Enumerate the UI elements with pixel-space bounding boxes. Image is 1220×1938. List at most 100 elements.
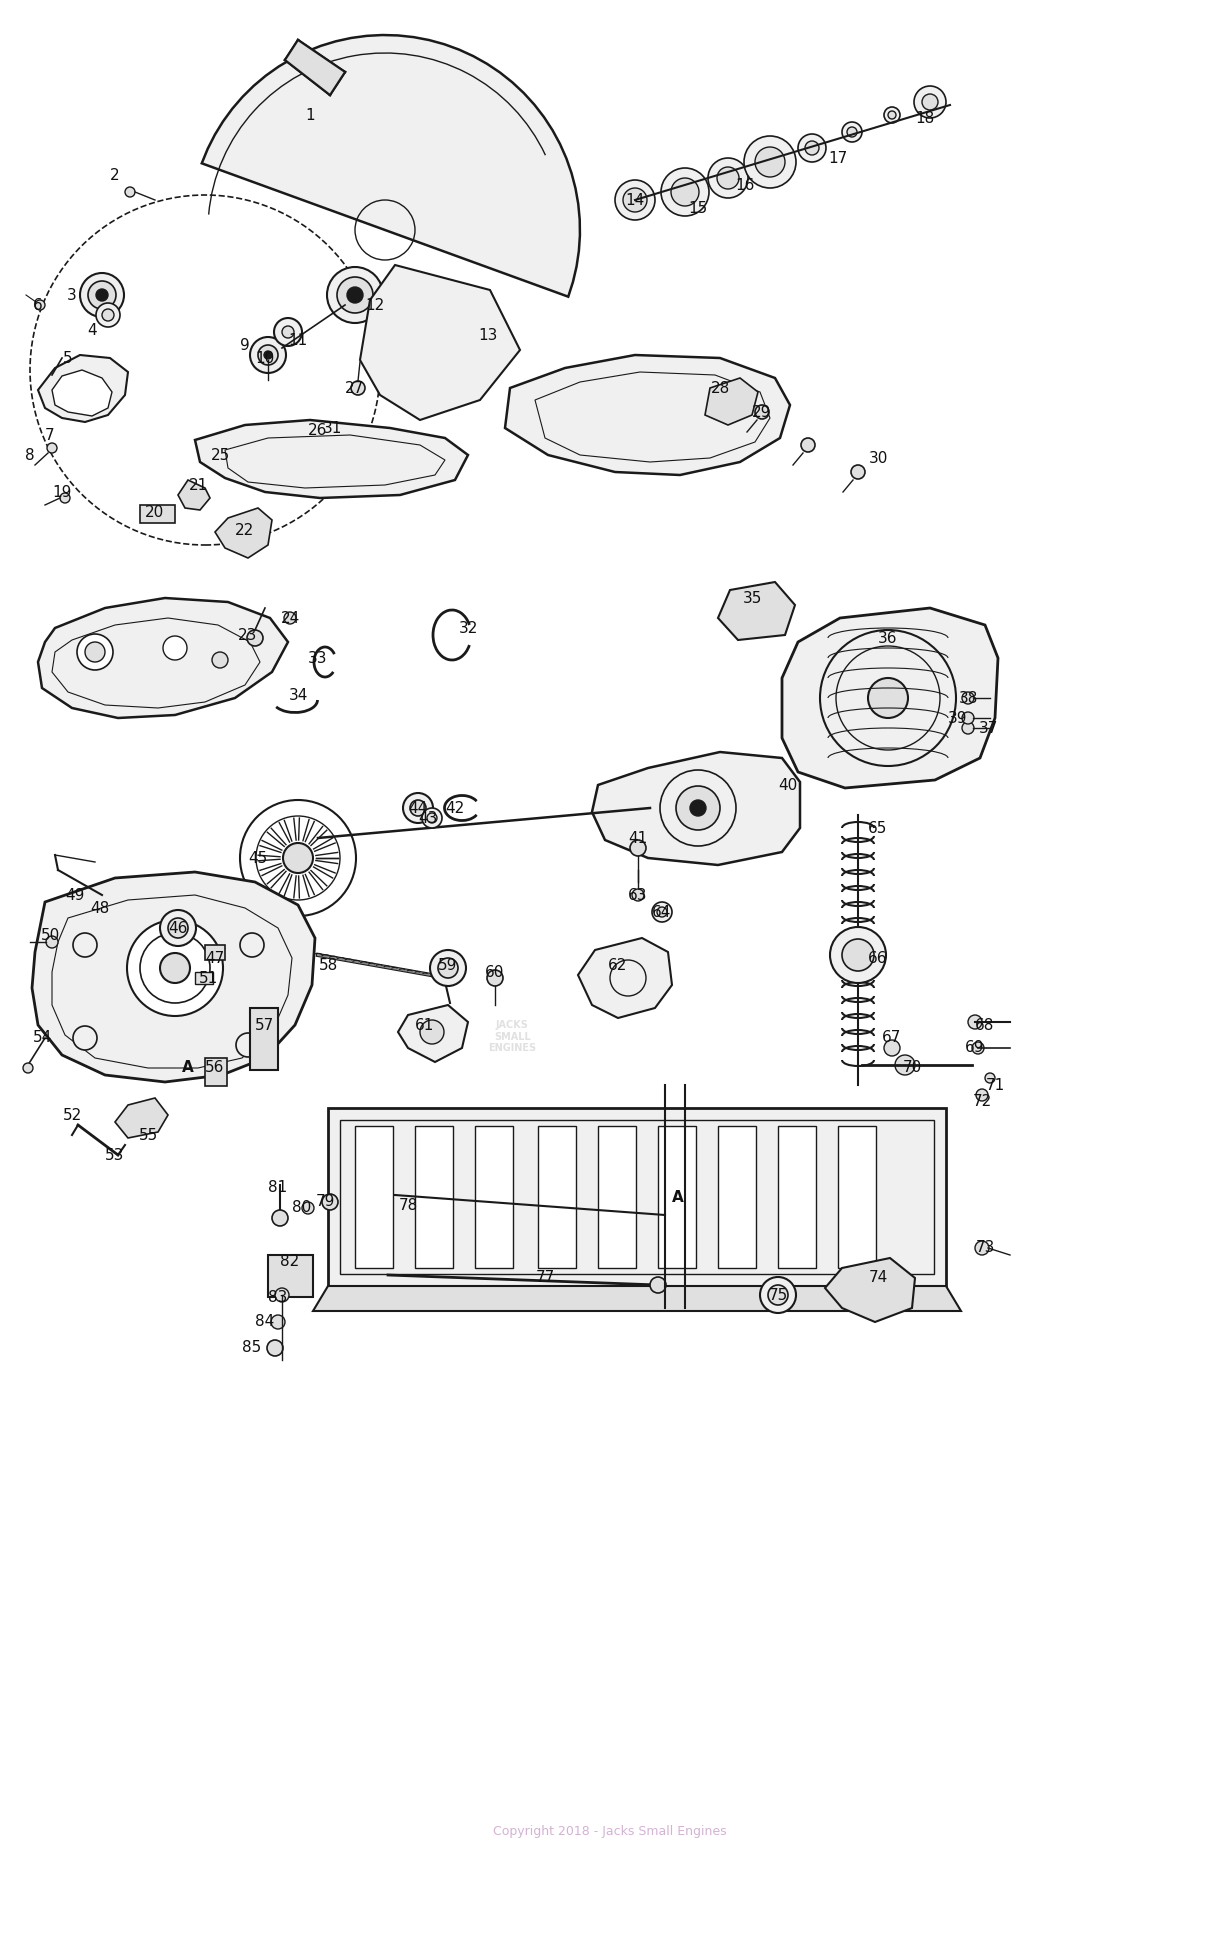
Text: 51: 51 [199, 971, 217, 986]
Circle shape [127, 921, 223, 1016]
Text: 1: 1 [305, 107, 315, 122]
Text: 18: 18 [915, 110, 935, 126]
Text: 78: 78 [399, 1198, 417, 1213]
Circle shape [337, 277, 373, 314]
Text: 25: 25 [210, 448, 229, 463]
Circle shape [661, 169, 709, 215]
Text: 34: 34 [288, 688, 307, 702]
Polygon shape [505, 355, 791, 475]
Text: 53: 53 [105, 1147, 124, 1163]
Bar [140, 506, 174, 523]
Circle shape [963, 711, 974, 725]
Text: 67: 67 [882, 1031, 902, 1045]
Text: 84: 84 [255, 1314, 274, 1329]
Text: 85: 85 [243, 1341, 261, 1355]
Text: JACKS
SMALL
ENGINES: JACKS SMALL ENGINES [488, 1019, 537, 1054]
Circle shape [922, 95, 938, 110]
Circle shape [976, 1089, 988, 1101]
Text: 8: 8 [26, 448, 35, 463]
Circle shape [282, 326, 294, 337]
Circle shape [852, 465, 865, 479]
Circle shape [346, 287, 364, 302]
Circle shape [744, 136, 795, 188]
Circle shape [708, 159, 748, 198]
Circle shape [46, 936, 59, 948]
Circle shape [96, 302, 120, 328]
Polygon shape [178, 481, 210, 510]
Text: 83: 83 [268, 1291, 288, 1306]
Circle shape [81, 273, 124, 318]
Text: 60: 60 [486, 965, 505, 979]
Circle shape [671, 178, 699, 205]
Bar [205, 946, 224, 959]
Text: 42: 42 [445, 800, 465, 816]
Circle shape [888, 110, 895, 118]
Text: 9: 9 [240, 337, 250, 353]
Polygon shape [38, 599, 288, 717]
Text: 71: 71 [986, 1078, 1004, 1093]
Circle shape [895, 1054, 915, 1076]
Polygon shape [38, 355, 128, 422]
Text: 10: 10 [255, 351, 274, 366]
Circle shape [438, 957, 458, 979]
Text: 64: 64 [653, 905, 672, 919]
Circle shape [676, 787, 720, 829]
Bar [538, 1126, 576, 1267]
Text: 19: 19 [52, 484, 72, 500]
Text: 3: 3 [67, 287, 77, 302]
Text: 57: 57 [255, 1017, 274, 1033]
Text: 77: 77 [536, 1271, 555, 1285]
Bar [778, 1126, 816, 1267]
Text: 63: 63 [628, 888, 648, 903]
Polygon shape [360, 266, 520, 421]
Circle shape [842, 122, 863, 141]
Text: 69: 69 [965, 1041, 985, 1056]
Circle shape [85, 641, 105, 663]
Text: 28: 28 [710, 380, 730, 395]
Text: 31: 31 [322, 421, 342, 436]
Text: 68: 68 [975, 1017, 994, 1033]
Circle shape [274, 318, 303, 347]
Bar [415, 1126, 453, 1267]
Text: 66: 66 [869, 950, 888, 965]
Polygon shape [285, 41, 345, 95]
Circle shape [96, 289, 109, 300]
Text: A: A [672, 1190, 684, 1205]
Circle shape [427, 814, 437, 824]
Polygon shape [592, 752, 800, 864]
Text: 23: 23 [238, 628, 257, 643]
Text: 36: 36 [878, 630, 898, 645]
Circle shape [632, 890, 644, 901]
Text: 22: 22 [235, 523, 255, 537]
Circle shape [842, 940, 874, 971]
Polygon shape [328, 1109, 946, 1287]
Text: 82: 82 [281, 1254, 300, 1269]
Bar [195, 973, 214, 985]
Text: 6: 6 [33, 298, 43, 312]
Text: 12: 12 [365, 298, 384, 312]
Circle shape [985, 1074, 996, 1083]
Text: 44: 44 [409, 800, 428, 816]
Circle shape [623, 188, 647, 211]
Text: 52: 52 [62, 1107, 82, 1122]
Circle shape [963, 692, 974, 703]
Bar [205, 1058, 227, 1085]
Polygon shape [195, 421, 468, 498]
Polygon shape [201, 35, 580, 297]
Text: 74: 74 [869, 1271, 888, 1285]
Text: 75: 75 [769, 1287, 788, 1302]
Circle shape [487, 971, 503, 986]
Text: 49: 49 [66, 888, 84, 903]
Circle shape [322, 1194, 338, 1209]
Circle shape [264, 351, 272, 359]
Text: 54: 54 [33, 1031, 51, 1045]
Polygon shape [32, 872, 315, 1081]
Circle shape [429, 950, 466, 986]
Circle shape [975, 1240, 989, 1256]
Text: 5: 5 [63, 351, 73, 366]
Circle shape [755, 405, 769, 419]
Bar [658, 1126, 695, 1267]
Text: A: A [182, 1060, 194, 1076]
Circle shape [658, 907, 667, 917]
Circle shape [240, 932, 264, 957]
